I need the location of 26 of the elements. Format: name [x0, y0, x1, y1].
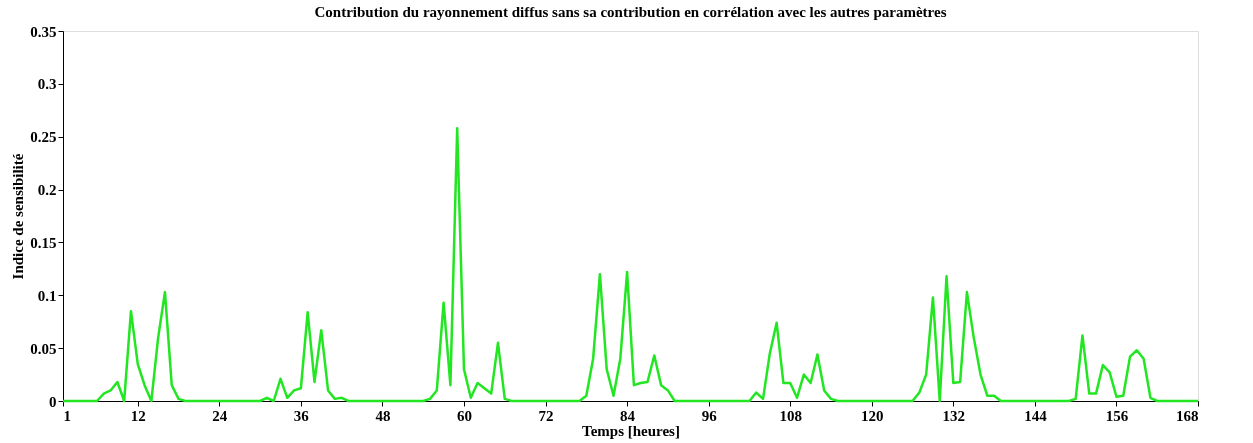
y-tick-label: 0.15 — [30, 234, 57, 251]
chart-title: Contribution du rayonnement diffus sans sa contribution en corrélation avec les autres paramètres — [314, 4, 947, 20]
x-tick-label: 120 — [861, 407, 884, 424]
x-tick-label: 132 — [942, 407, 966, 424]
x-tick-label: 1 — [63, 407, 71, 424]
y-axis-title: Indice de sensibilité — [10, 153, 27, 280]
x-tick-label: 96 — [701, 407, 718, 424]
y-tick-label: 0.35 — [30, 23, 57, 40]
x-tick-label: 60 — [456, 407, 472, 424]
y-tick-label: 0 — [49, 393, 57, 410]
x-axis-title: Temps [heures] — [582, 422, 680, 439]
x-tick-label: 48 — [375, 407, 391, 424]
y-tick-label: 0.2 — [37, 182, 57, 199]
y-tick-label: 0.1 — [37, 287, 57, 304]
x-tick-label: 72 — [538, 407, 554, 424]
x-tick-label: 24 — [212, 407, 228, 424]
x-tick-label: 12 — [130, 407, 146, 424]
y-tick-label: 0.3 — [37, 76, 57, 93]
y-tick-label: 0.25 — [30, 129, 57, 146]
x-tick-label: 36 — [293, 407, 310, 424]
y-tick-label: 0.05 — [30, 340, 57, 357]
x-tick-label: 84 — [620, 407, 636, 424]
x-tick-label: 144 — [1024, 407, 1048, 424]
x-tick-label: 108 — [779, 407, 802, 424]
x-tick-label: 156 — [1105, 407, 1129, 424]
x-tick-label: 168 — [1176, 407, 1199, 424]
